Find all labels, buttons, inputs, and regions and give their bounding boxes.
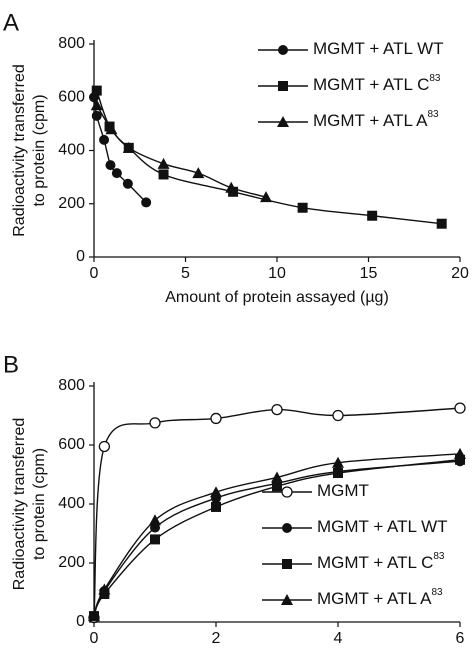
panel-b-x-tick-label: 2	[212, 630, 221, 647]
panel-b-series-open-circle-point	[210, 412, 222, 425]
panel-b-series-triangle-point	[210, 486, 222, 498]
panel-a-series-square-point	[367, 210, 378, 221]
panel-a-x-axis-title: Amount of protein assayed (µg)	[165, 289, 389, 306]
panel-a-series-square-point	[436, 218, 447, 229]
panel-a-series-circle-point	[111, 168, 122, 179]
panel-b-x-tick-label: 6	[456, 630, 465, 647]
panel-a-series-square-point	[91, 85, 102, 96]
panel-b-series-triangle-point	[271, 471, 283, 483]
panel-a-legend-marker	[278, 45, 288, 55]
panel-b-y-axis-title: Radioactivity transferred	[11, 418, 28, 591]
panel-a-label: A	[3, 9, 19, 36]
panel-b-series-triangle-point	[98, 583, 111, 595]
panel-b-series-triangle-point	[454, 447, 466, 459]
panel-a-y-axis-title: Radioactivity transferred	[11, 64, 28, 237]
panel-b-y-axis-title: to protein (cpm)	[31, 448, 48, 560]
panel-a-x-tick-label: 0	[90, 265, 99, 282]
panel-a-series-circle-point	[105, 160, 116, 171]
panel-b-series-open-circle-point	[454, 402, 466, 414]
panel-b-x-tick-label: 4	[334, 630, 343, 647]
panel-b-y-tick-label: 400	[58, 495, 85, 512]
panel-b-legend-entry: MGMT + ATL C83	[317, 551, 445, 573]
panel-b-series-open-circle-point	[98, 440, 111, 453]
panel-a-legend-entry: MGMT + ATL WT	[313, 39, 444, 58]
panel-a-y-tick-label: 600	[58, 88, 85, 105]
panel-b-series-square-point	[211, 501, 221, 512]
panel-b-series-triangle-point	[88, 610, 100, 622]
panel-a-series-triangle-line	[96, 104, 267, 198]
panel-b-series-triangle-point	[332, 456, 344, 468]
panel-b-legend-entry: MGMT	[317, 481, 369, 500]
panel-a-series-triangle-point	[122, 141, 135, 153]
panel-b-series-open-circle-line	[93, 407, 461, 618]
panel-b-y-tick-label: 600	[58, 436, 85, 453]
panel-a-series-triangle-point	[90, 99, 103, 111]
panel-a-series-triangle-point	[192, 167, 205, 179]
panel-b-series-open-circle-point	[332, 409, 344, 422]
panel-b-label: B	[3, 351, 19, 378]
panel-a-series-circle-point	[141, 197, 152, 208]
panel-b-y-tick-label: 800	[58, 377, 85, 394]
panel-b-series-open-circle-point	[149, 417, 161, 429]
panel-b-series-triangle-point	[149, 514, 161, 526]
panel-b-legend-entry: MGMT + ATL WT	[317, 517, 448, 536]
panel-b-series-square-point	[272, 481, 282, 492]
panel-b-legend-marker	[281, 486, 293, 498]
panel-a-y-tick-label: 400	[58, 142, 85, 159]
panel-b-legend-entry: MGMT + ATL A83	[317, 587, 443, 609]
panel-b-legend-marker	[282, 559, 292, 569]
panel-b-legend-marker	[281, 594, 293, 605]
panel-b-y-tick-label: 0	[76, 613, 85, 630]
panel-b-series-square-point	[455, 454, 465, 465]
panel-a-series-circle-point	[91, 110, 102, 121]
panel-a-legend-marker	[278, 81, 288, 91]
panel-a-y-axis-title: to protein (cpm)	[31, 94, 48, 206]
panel-a-y-tick-label: 800	[58, 35, 85, 52]
panel-a-series-circle-point	[99, 134, 110, 145]
panel-a-x-tick-label: 10	[268, 265, 286, 282]
panel-a-series-square-point	[297, 202, 308, 213]
panel-a-legend-marker	[277, 116, 289, 127]
panel-b-legend-marker	[282, 523, 292, 533]
panel-a-series-triangle-point	[260, 191, 273, 203]
panel-a-y-tick-label: 200	[58, 195, 85, 212]
panel-b-series-square-point	[150, 534, 160, 545]
panel-a-series-square-point	[158, 169, 169, 180]
panel-a-x-tick-label: 15	[360, 265, 378, 282]
panel-b-x-tick-label: 0	[90, 630, 99, 647]
panel-a-y-tick-label: 0	[76, 248, 85, 265]
panel-b-y-tick-label: 200	[58, 554, 85, 571]
panel-a-x-tick-label: 5	[181, 265, 190, 282]
panel-a-x-tick-label: 20	[451, 265, 469, 282]
panel-b-series-open-circle-point	[271, 403, 283, 416]
panel-a-legend-entry: MGMT + ATL A83	[313, 109, 439, 131]
panel-b-series-square-point	[333, 468, 343, 479]
panel-a-legend-entry: MGMT + ATL C83	[313, 73, 441, 95]
panel-a-series-triangle-point	[105, 123, 118, 135]
panel-a-series-triangle-point	[157, 157, 170, 169]
panel-a-series-triangle-point	[225, 181, 238, 193]
panel-a-series-circle-point	[122, 178, 133, 189]
